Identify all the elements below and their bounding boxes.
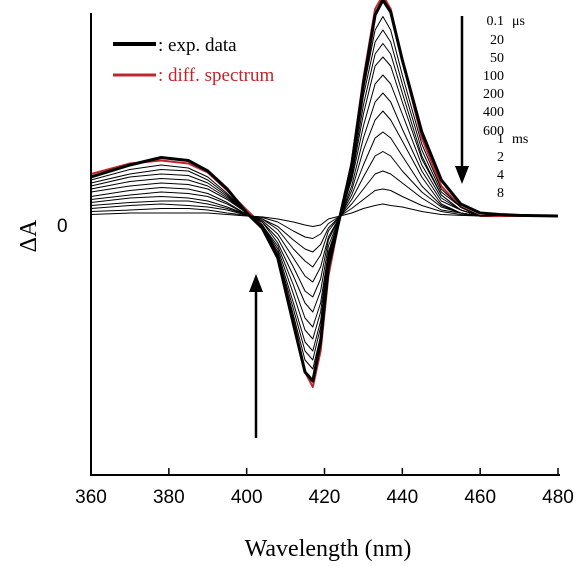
time-label: 400 [483, 105, 504, 120]
x-axis-title: Wavelength (nm) [245, 536, 412, 561]
up-arrow [249, 274, 263, 438]
series-line-10 [90, 151, 559, 268]
legend-label-exp: : exp. data [158, 35, 237, 56]
y-tick-label: 0 [57, 216, 68, 237]
time-unit-label: μs [512, 14, 525, 29]
time-label: 200 [483, 87, 504, 102]
x-tick-label: 420 [309, 487, 341, 508]
series-line-7 [90, 92, 559, 313]
time-label: 100 [483, 69, 504, 84]
time-label: 8 [497, 186, 504, 201]
legend: : exp. data : diff. spectrum [113, 35, 274, 86]
x-tick-label: 400 [231, 487, 263, 508]
x-tick-label: 480 [542, 487, 574, 508]
series-line-11 [90, 170, 559, 253]
x-tick-label: 360 [75, 487, 107, 508]
x-tick-label: 380 [153, 487, 185, 508]
y-axis-title: ΔA [16, 219, 42, 252]
series-line-6 [90, 74, 559, 328]
series-line-8 [90, 110, 559, 298]
down-arrow [455, 16, 469, 184]
x-tick-label: 460 [464, 487, 496, 508]
series-line-0 [90, 0, 558, 388]
time-label: 50 [490, 51, 504, 66]
time-label: 600 [483, 124, 504, 139]
time-label: 0.1 [487, 14, 505, 29]
time-label: 1 [497, 132, 504, 147]
time-unit-label: ms [512, 132, 528, 147]
series-line-12 [90, 188, 559, 239]
x-ticks: 360 380 400 420 440 460 480 [75, 468, 574, 508]
time-label: 2 [497, 150, 504, 165]
series-line-13 [90, 203, 559, 227]
series-line-9 [90, 131, 559, 283]
x-tick-label: 440 [386, 487, 418, 508]
series-layer [90, 0, 559, 388]
time-labels: 0.1 μs 20 50 100 200 400 600 1 ms 2 4 8 [483, 14, 528, 201]
series-line-1 [90, 0, 559, 383]
time-label: 20 [490, 33, 504, 48]
legend-label-diff: : diff. spectrum [158, 65, 274, 86]
time-label: 4 [497, 168, 504, 183]
